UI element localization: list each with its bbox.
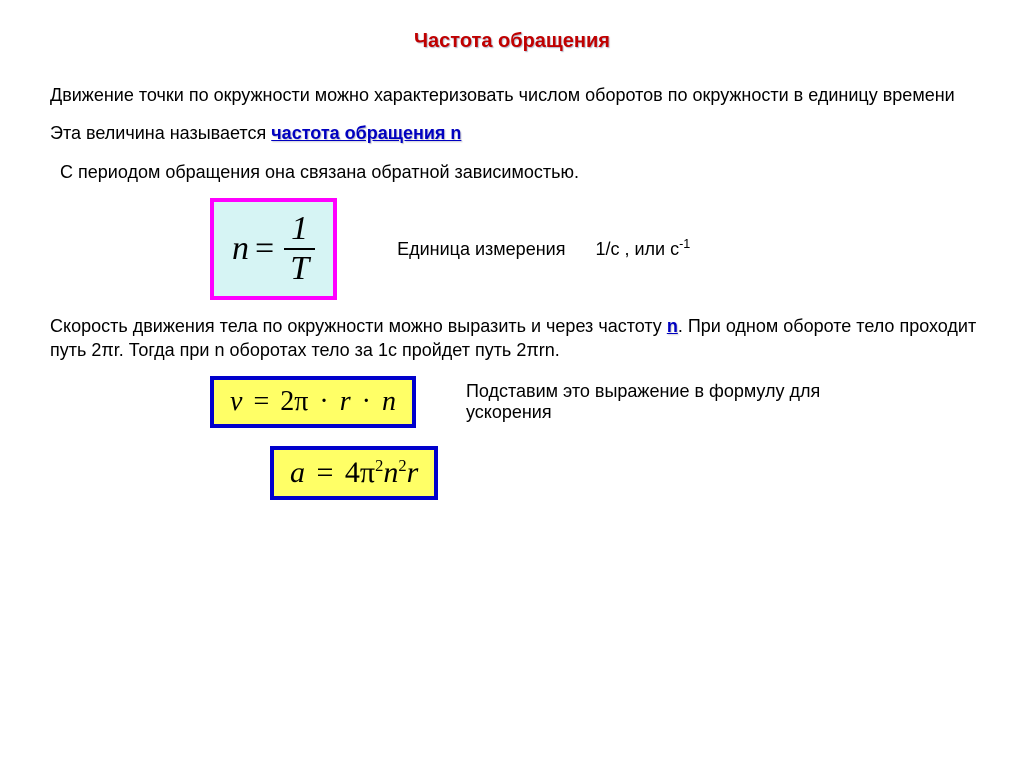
f1-num: 1 — [285, 212, 314, 248]
paragraph-1: Движение точки по окружности можно харак… — [50, 83, 984, 107]
units-block: Единица измерения 1/с , или с-1 — [397, 237, 690, 260]
formula-1-row: n = 1 T Единица измерения 1/с , или с-1 — [210, 198, 984, 300]
f3-rhs: r — [407, 456, 419, 489]
paragraph-5: Подставим это выражение в формулу для ус… — [466, 381, 826, 423]
f1-den: T — [284, 248, 315, 286]
p4-n: n — [667, 316, 678, 336]
f3-mid: n — [383, 456, 398, 489]
paragraph-2: Эта величина называется частота обращени… — [50, 121, 984, 145]
formula-a: a = 4π2n2r — [270, 446, 438, 500]
units-value: 1/с , или с — [595, 239, 679, 259]
formula-v: v = 2π · r · n — [210, 376, 416, 428]
f3-e2: 2 — [398, 456, 406, 475]
slide-title: Частота обращения — [40, 30, 984, 53]
f1-lhs: n — [232, 230, 249, 268]
paragraph-4: Скорость движения тела по окружности мож… — [50, 314, 984, 363]
p2-pre: Эта величина называется — [50, 123, 271, 143]
formula-n-eq-1-over-T: n = 1 T — [210, 198, 337, 300]
paragraph-3: С периодом обращения она связана обратно… — [60, 160, 984, 184]
p4-a: Скорость движения тела по окружности мож… — [50, 316, 667, 336]
units-exp: -1 — [679, 237, 690, 251]
formula-2-row: v = 2π · r · n Подставим это выражение в… — [210, 376, 984, 428]
formula-3-row: a = 4π2n2r — [270, 446, 984, 500]
term-frequency: частота обращения n — [271, 123, 461, 143]
units-label: Единица измерения — [397, 239, 565, 259]
